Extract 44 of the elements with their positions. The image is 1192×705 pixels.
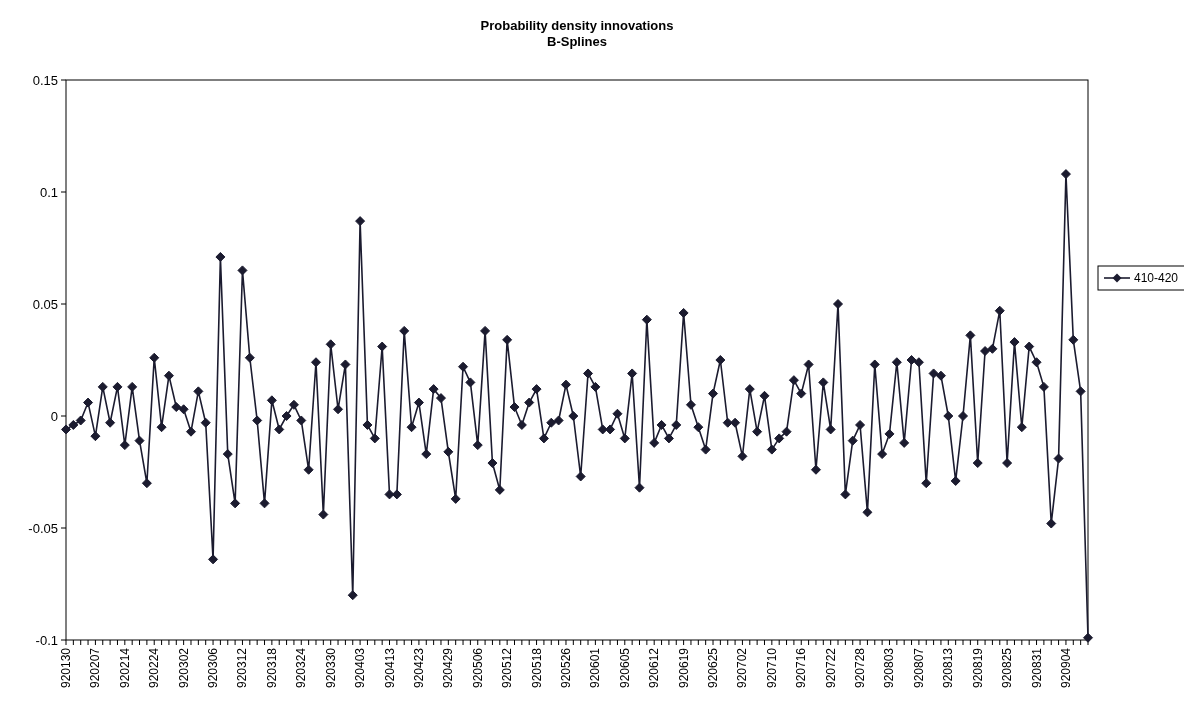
x-tick-label: 920512: [500, 647, 515, 689]
x-tick-label: 920728: [853, 647, 868, 689]
x-tick-label: 920619: [676, 647, 691, 689]
y-tick-label: -0.05: [28, 520, 58, 536]
chart-subtitle: B-Splines: [547, 34, 607, 49]
x-tick-label: 920429: [441, 647, 456, 689]
y-tick-label: -0.1: [35, 632, 58, 648]
x-tick-label: 920716: [794, 647, 809, 689]
x-tick-label: 920825: [1000, 647, 1015, 689]
x-tick-label: 920214: [117, 647, 132, 689]
x-tick-label: 920306: [206, 647, 221, 689]
x-tick-label: 920207: [88, 647, 103, 689]
y-tick-label: 0.1: [39, 184, 58, 200]
x-tick-label: 920312: [235, 647, 250, 689]
legend-label: 410-420: [1134, 271, 1179, 286]
x-tick-label: 920506: [470, 647, 485, 689]
x-tick-label: 920813: [941, 647, 956, 689]
y-tick-label: 0.15: [32, 72, 58, 88]
x-tick-label: 920831: [1029, 647, 1044, 689]
x-tick-label: 920807: [911, 647, 926, 689]
x-tick-label: 920605: [617, 647, 632, 689]
x-tick-label: 920625: [706, 647, 721, 689]
x-tick-label: 920819: [970, 647, 985, 689]
x-tick-label: 920224: [147, 647, 162, 689]
x-tick-label: 920302: [176, 647, 191, 689]
x-tick-label: 920423: [411, 647, 426, 689]
y-tick-label: 0: [50, 408, 58, 424]
x-tick-label: 920318: [264, 647, 279, 689]
x-tick-label: 920330: [323, 647, 338, 689]
x-tick-label: 920403: [353, 647, 368, 689]
x-tick-label: 920612: [647, 647, 662, 689]
x-tick-label: 920518: [529, 647, 544, 689]
x-tick-label: 920710: [764, 647, 779, 689]
x-tick-label: 920702: [735, 647, 750, 689]
x-tick-label: 920722: [823, 647, 838, 689]
x-tick-label: 920526: [558, 647, 573, 689]
y-tick-label: 0.05: [32, 296, 58, 312]
x-tick-label: 920324: [294, 647, 309, 689]
chart-title: Probability density innovations: [480, 18, 674, 33]
x-tick-label: 920130: [59, 647, 73, 689]
x-tick-label: 920803: [882, 647, 897, 689]
x-tick-label: 920413: [382, 647, 397, 689]
x-tick-label: 920904: [1058, 647, 1073, 689]
x-tick-label: 920601: [588, 647, 603, 689]
